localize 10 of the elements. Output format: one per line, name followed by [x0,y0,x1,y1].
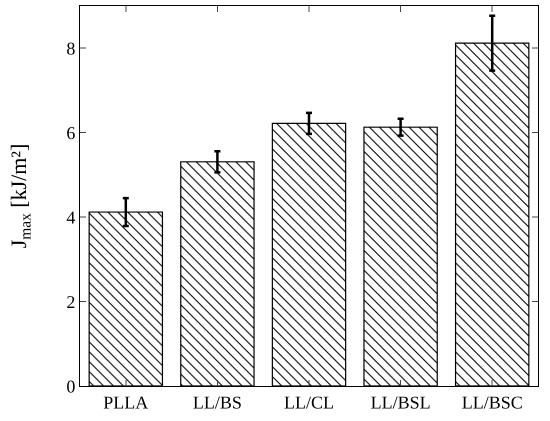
x-tick-label: LL/BS [192,392,242,413]
x-tick-label: LL/CL [284,392,334,413]
y-tick-label: 6 [66,122,76,143]
y-tick-label: 8 [66,38,76,59]
y-tick-label: 0 [66,376,76,396]
y-tick-label: 4 [66,207,76,228]
x-tick-label: PLLA [103,392,148,413]
x-tick-label: LL/BSC [462,392,523,413]
y-tick-label: 2 [66,292,76,312]
x-tick-label: LL/BSL [370,392,431,413]
